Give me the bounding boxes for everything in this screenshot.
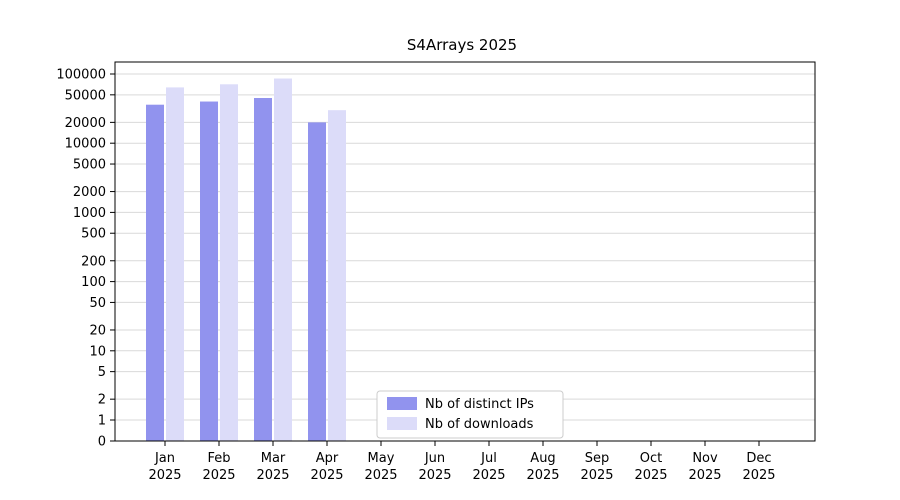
legend-swatch-downloads	[387, 417, 417, 430]
y-tick-label: 10000	[65, 137, 106, 152]
x-tick-label-year: 2025	[580, 468, 613, 483]
x-tick-label-month: Dec	[746, 451, 771, 466]
x-tick-label-month: May	[368, 451, 395, 466]
x-tick-label-month: Mar	[261, 451, 286, 466]
x-tick-label-year: 2025	[418, 468, 451, 483]
y-tick-label: 50	[89, 296, 106, 311]
bar-downloads	[274, 78, 292, 441]
y-axis-ticks: 0 1 2 5 10 20 50 100 200 500 1000 2000 5000 10000 2000…	[56, 68, 115, 450]
legend-label-downloads: Nb of downloads	[425, 417, 534, 432]
x-tick-label-year: 2025	[526, 468, 559, 483]
x-tick-label-month: Apr	[316, 451, 339, 466]
bar-distinct-ips	[146, 104, 164, 442]
y-tick-label: 100	[81, 275, 106, 290]
y-tick-label: 1000	[73, 206, 106, 221]
legend-swatch-distinct-ips	[387, 397, 417, 410]
y-tick-label: 10	[89, 344, 106, 359]
y-tick-label: 50000	[65, 88, 106, 103]
plot-border	[114, 61, 816, 442]
x-tick-label-year: 2025	[472, 468, 505, 483]
x-tick-label-month: Aug	[530, 451, 555, 466]
x-tick-label-year: 2025	[634, 468, 667, 483]
y-tick-label: 20000	[65, 116, 106, 131]
x-tick-label-month: Feb	[207, 451, 230, 466]
y-tick-label: 1	[98, 414, 106, 429]
x-tick-label-year: 2025	[256, 468, 289, 483]
bars	[146, 78, 346, 442]
x-tick-label-month: Sep	[585, 451, 610, 466]
y-tick-label: 500	[81, 227, 106, 242]
y-tick-label: 5	[98, 365, 106, 380]
x-tick-label-month: Jun	[424, 451, 445, 466]
y-tick-label: 2000	[73, 185, 106, 200]
x-tick-label-year: 2025	[364, 468, 397, 483]
x-tick-label-year: 2025	[202, 468, 235, 483]
y-tick-label: 20	[89, 323, 106, 338]
x-axis-ticks: Jan 2025 Feb 2025 Mar 2025 Apr 2025 May 2025 Jun 20…	[148, 441, 776, 483]
y-tick-label: 200	[81, 254, 106, 269]
legend: Nb of distinct IPs Nb of downloads	[376, 390, 564, 439]
x-tick-label-month: Oct	[640, 451, 662, 466]
y-tick-label: 2	[98, 393, 106, 408]
y-tick-label: 5000	[73, 158, 106, 173]
chart-title: S4Arrays 2025	[407, 36, 517, 54]
legend-box	[376, 390, 564, 439]
x-tick-label-year: 2025	[310, 468, 343, 483]
x-tick-label-month: Jul	[480, 451, 497, 466]
x-tick-label-month: Jan	[154, 451, 175, 466]
y-tick-label: 0	[98, 435, 106, 450]
x-tick-label-year: 2025	[688, 468, 721, 483]
bar-downloads	[220, 84, 238, 442]
bar-distinct-ips	[308, 122, 326, 442]
x-tick-label-year: 2025	[742, 468, 775, 483]
bar-distinct-ips	[254, 97, 272, 442]
x-tick-label-year: 2025	[148, 468, 181, 483]
y-tick-label: 100000	[56, 68, 106, 83]
bar-downloads	[166, 87, 184, 441]
x-tick-label-month: Nov	[692, 451, 718, 466]
bar-distinct-ips	[200, 101, 218, 441]
bar-downloads	[328, 110, 346, 441]
legend-label-distinct-ips: Nb of distinct IPs	[425, 397, 534, 412]
